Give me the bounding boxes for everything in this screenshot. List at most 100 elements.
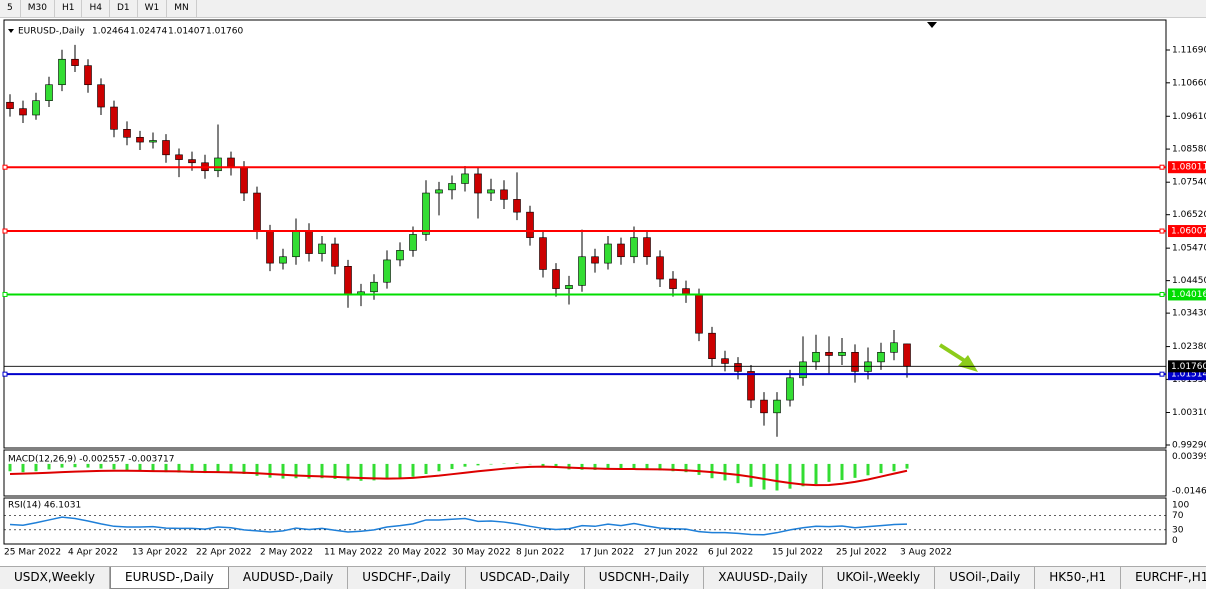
- annotation-arrow: [938, 343, 967, 363]
- level-handle: [2, 164, 8, 170]
- candle-body: [331, 243, 339, 267]
- timeframe-button[interactable]: H1: [55, 0, 83, 17]
- header-close: 1.01760: [206, 27, 243, 37]
- candle-body: [799, 361, 807, 379]
- chart-tab[interactable]: USDCHF-,Daily: [348, 567, 466, 589]
- candle-body: [253, 192, 261, 232]
- level-label-box: [1168, 225, 1206, 238]
- level-handle: [1159, 164, 1165, 170]
- candle-body: [747, 371, 755, 401]
- current-price-label: 1.01760: [1171, 362, 1206, 372]
- timeframe-button[interactable]: D1: [110, 0, 138, 17]
- x-tick-label: 13 Apr 2022: [132, 548, 188, 558]
- annotation-arrow-head: [958, 355, 978, 372]
- chart-tab[interactable]: XAUUSD-,Daily: [704, 567, 823, 589]
- current-price-box: [1168, 360, 1206, 373]
- level-label-box: [1168, 288, 1206, 301]
- candle-body: [6, 101, 14, 109]
- candle-body: [578, 256, 586, 286]
- x-tick-label: 15 Jul 2022: [772, 548, 823, 558]
- candle-body: [84, 65, 92, 86]
- macd-signal: [9, 465, 908, 487]
- chart-tab[interactable]: EURCHF-,H1: [1121, 567, 1206, 589]
- chart-tab[interactable]: USOil-,Daily: [935, 567, 1036, 589]
- y-tick-label: 1.05470: [1172, 244, 1206, 254]
- candle-body: [448, 183, 456, 191]
- y-tick-label: 1.03430: [1172, 309, 1206, 319]
- y-tick-label: 1.06520: [1172, 210, 1206, 220]
- x-tick-label: 22 Apr 2022: [196, 548, 252, 558]
- price-pane: [3, 19, 1167, 449]
- rsi-tick-label: 70: [1172, 511, 1184, 521]
- candle-body: [58, 58, 66, 86]
- x-tick-label: 4 Apr 2022: [68, 548, 118, 558]
- candle-body: [305, 230, 313, 254]
- rsi-label: RSI(14) 46.1031: [8, 501, 81, 511]
- timeframe-button[interactable]: W1: [138, 0, 168, 17]
- chart-window: EURUSD-,Daily 1.02464 1.02474 1.01407 1.0176…: [2, 19, 1206, 558]
- header-open: 1.02464: [92, 27, 129, 37]
- rsi-tick-label: 30: [1172, 525, 1184, 535]
- chart-tab[interactable]: USDX,Weekly: [0, 567, 110, 589]
- x-tick-label: 6 Jul 2022: [708, 548, 753, 558]
- candle-body: [760, 399, 768, 414]
- chart-tab[interactable]: EURUSD-,Daily: [110, 567, 229, 589]
- candle-body: [565, 285, 573, 289]
- candle-body: [591, 256, 599, 264]
- y-tick-label: 1.09610: [1172, 112, 1206, 122]
- x-tick-label: 20 May 2022: [388, 548, 447, 558]
- candle-body: [643, 237, 651, 258]
- chart-tab[interactable]: USDCAD-,Daily: [466, 567, 585, 589]
- x-tick-label: 11 May 2022: [324, 548, 383, 558]
- timeframe-button[interactable]: 5: [0, 0, 21, 17]
- candle-body: [669, 278, 677, 289]
- candle-body: [383, 259, 391, 283]
- candle-body: [812, 352, 820, 363]
- candle-body: [123, 129, 131, 138]
- y-tick-label: 1.11690: [1172, 46, 1206, 56]
- candle-body: [97, 84, 105, 108]
- timeframe-button[interactable]: M30: [21, 0, 55, 17]
- timeframe-button[interactable]: MN: [167, 0, 197, 17]
- chart-tab[interactable]: USDCNH-,Daily: [585, 567, 705, 589]
- level-label: 1.01514: [1171, 370, 1206, 380]
- chart-tab[interactable]: HK50-,H1: [1035, 567, 1122, 589]
- x-tick-label: 3 Aug 2022: [900, 548, 952, 558]
- chart-tabs: USDX,Weekly EURUSD-,Daily AUDUSD-,Daily USD…: [0, 566, 1206, 589]
- x-tick-label: 17 Jun 2022: [580, 548, 634, 558]
- chart-tab[interactable]: UKOil-,Weekly: [823, 567, 936, 589]
- candle-body: [838, 352, 846, 356]
- candle-body: [240, 167, 248, 194]
- shift-marker: [927, 22, 937, 28]
- candle-body: [227, 157, 235, 168]
- level-handle: [2, 291, 8, 297]
- candle-body: [214, 157, 222, 172]
- macd-label: MACD(12,26,9) -0.002557 -0.003717: [8, 455, 174, 465]
- rsi-line: [9, 516, 908, 536]
- candle-body: [188, 159, 196, 164]
- candle-body: [526, 211, 534, 238]
- y-tick-label: 1.10660: [1172, 78, 1206, 88]
- candle-body: [487, 189, 495, 194]
- x-tick-label: 2 May 2022: [260, 548, 313, 558]
- level-label-box: [1168, 161, 1206, 174]
- candle-body: [773, 399, 781, 414]
- level-handle: [2, 228, 8, 234]
- candle-body: [734, 363, 742, 372]
- candle-body: [474, 173, 482, 194]
- candle-body: [695, 294, 703, 334]
- macd-tick-label: -0.01469: [1172, 486, 1206, 496]
- y-tick-label: 1.07540: [1172, 178, 1206, 188]
- header-symbol: EURUSD-,Daily: [18, 27, 85, 37]
- chart-tab[interactable]: AUDUSD-,Daily: [229, 567, 349, 589]
- timeframe-button[interactable]: H4: [82, 0, 110, 17]
- y-tick-label: 1.08580: [1172, 145, 1206, 155]
- candle-body: [552, 269, 560, 289]
- candle-body: [435, 189, 443, 194]
- candle-body: [851, 352, 859, 372]
- candle-body: [318, 243, 326, 254]
- candle-body: [513, 199, 521, 213]
- header-high: 1.02474: [130, 27, 167, 37]
- candle-body: [396, 250, 404, 261]
